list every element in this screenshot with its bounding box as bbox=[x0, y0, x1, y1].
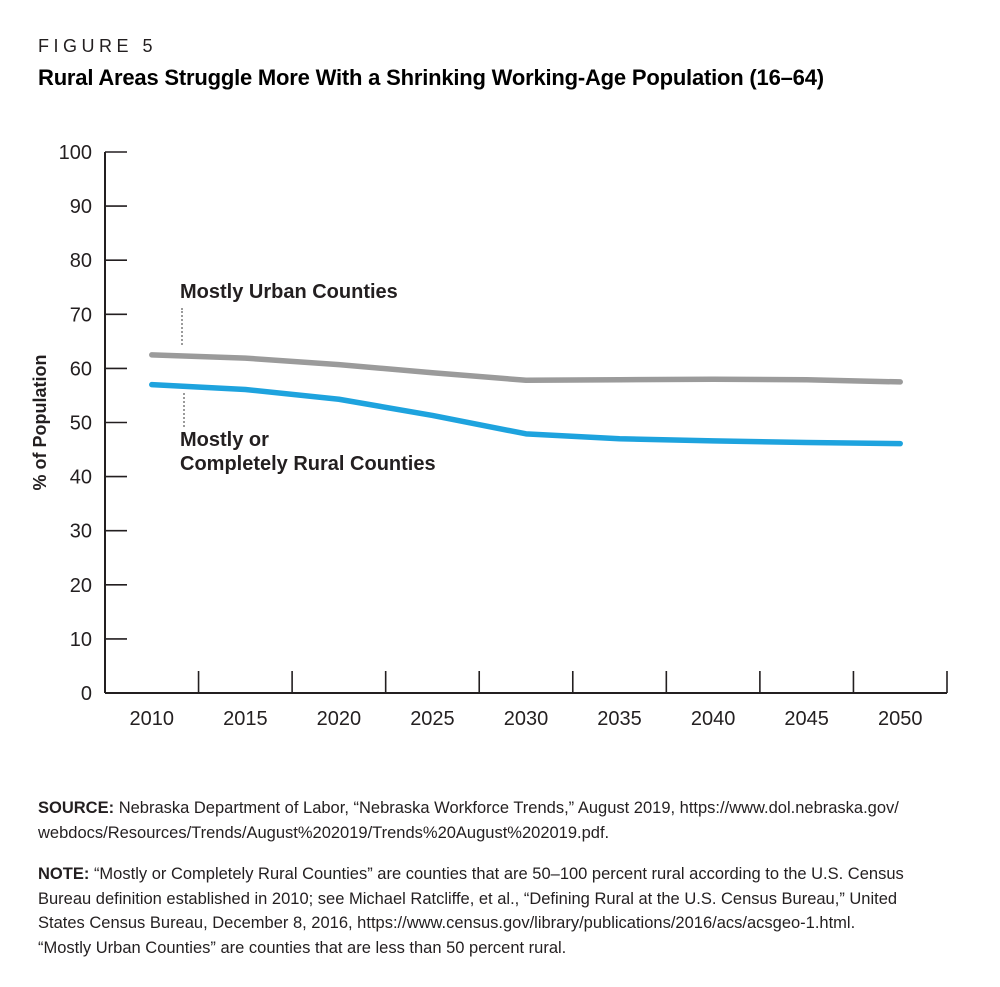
note-line-1: NOTE: “Mostly or Completely Rural Counti… bbox=[38, 862, 973, 887]
x-axis-tick-label: 2010 bbox=[130, 708, 175, 730]
y-axis-tick-label: 20 bbox=[70, 575, 92, 597]
y-axis-tick-label: 10 bbox=[70, 629, 92, 651]
annotation-urban-label: Mostly Urban Counties bbox=[180, 280, 398, 304]
source-text-line-2: webdocs/Resources/Trends/August%202019/T… bbox=[38, 823, 610, 842]
x-axis-tick-label: 2020 bbox=[317, 708, 362, 730]
chart-area: 0 10 20 30 40 50 60 70 80 90 100 2010 2015 2020 2025 20… bbox=[0, 140, 1000, 755]
source-block: SOURCE: Nebraska Department of Labor, “N… bbox=[38, 796, 973, 845]
note-text-line-3: States Census Bureau, December 8, 2016, … bbox=[38, 914, 856, 932]
y-axis-tick-label: 80 bbox=[70, 250, 92, 272]
note-text-line-1: “Mostly or Completely Rural Counties” ar… bbox=[93, 865, 904, 883]
y-axis-tick-label: 50 bbox=[70, 413, 92, 435]
x-axis-tick-label: 2040 bbox=[691, 708, 736, 730]
annotation-rural-label-line1: Mostly or bbox=[180, 429, 269, 451]
note-text-line-2: Bureau definition established in 2010; s… bbox=[38, 889, 898, 908]
x-axis-tick-label: 2050 bbox=[878, 708, 923, 730]
figure-kicker: FIGURE 5 bbox=[38, 36, 158, 56]
note-text-line-4: “Mostly Urban Counties” are counties tha… bbox=[38, 938, 567, 957]
y-axis-title: % of Population bbox=[30, 355, 50, 491]
y-axis-tick-label: 40 bbox=[70, 467, 92, 489]
y-axis-tick-label: 30 bbox=[70, 521, 92, 543]
y-axis-tick-label: 90 bbox=[70, 196, 92, 218]
series-line-mostly-urban bbox=[149, 352, 903, 385]
x-axis-tick-label: 2015 bbox=[223, 708, 268, 730]
annotation-rural-label: Mostly or Completely Rural Counties bbox=[180, 428, 436, 476]
source-line-1: SOURCE: Nebraska Department of Labor, “N… bbox=[38, 796, 973, 821]
annotation-urban-label-text: Mostly Urban Counties bbox=[180, 281, 398, 303]
x-axis-tick-label: 2045 bbox=[784, 708, 829, 730]
y-axis-tick-label: 60 bbox=[70, 358, 92, 380]
annotation-urban-leader-line bbox=[181, 308, 183, 345]
source-text-line-1: Nebraska Department of Labor, “Nebraska … bbox=[118, 799, 899, 817]
series-line-rural bbox=[149, 381, 903, 447]
y-axis-tick-label: 0 bbox=[81, 683, 92, 705]
x-axis-tick-label: 2035 bbox=[597, 708, 642, 730]
annotation-rural-label-line2: Completely Rural Counties bbox=[180, 453, 436, 475]
source-label: SOURCE: bbox=[38, 799, 115, 817]
note-block: NOTE: “Mostly or Completely Rural Counti… bbox=[38, 862, 973, 960]
figure-title: Rural Areas Struggle More With a Shrinki… bbox=[38, 65, 824, 90]
x-axis-tick-label: 2030 bbox=[504, 708, 549, 730]
annotation-rural-leader-line bbox=[183, 393, 185, 427]
x-axis-tick-label: 2025 bbox=[410, 708, 455, 730]
y-axis-tick-label: 100 bbox=[59, 142, 92, 164]
y-axis-tick-label: 70 bbox=[70, 304, 92, 326]
figure-header: FIGURE 5 Rural Areas Struggle More With … bbox=[38, 36, 968, 91]
note-label: NOTE: bbox=[38, 865, 90, 883]
